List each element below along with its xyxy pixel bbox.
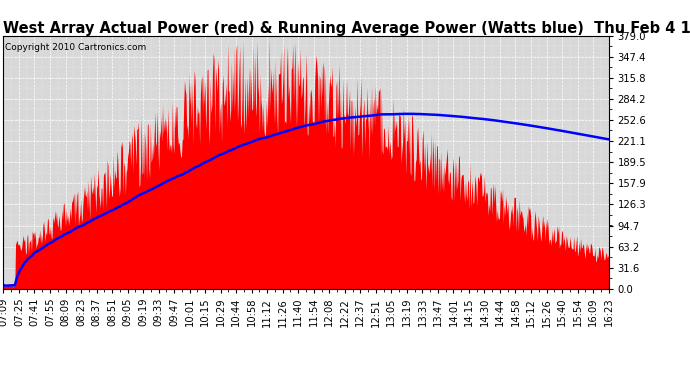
Text: West Array Actual Power (red) & Running Average Power (Watts blue)  Thu Feb 4 16: West Array Actual Power (red) & Running … (3, 21, 690, 36)
Text: Copyright 2010 Cartronics.com: Copyright 2010 Cartronics.com (5, 43, 146, 52)
